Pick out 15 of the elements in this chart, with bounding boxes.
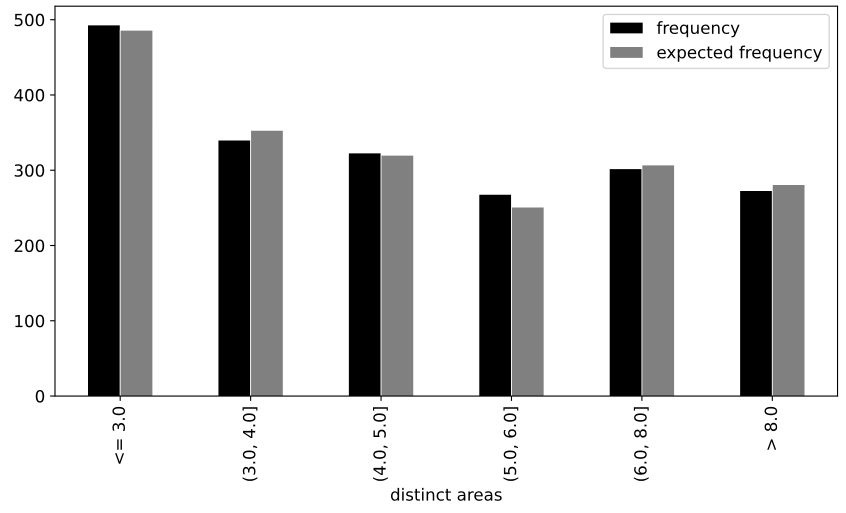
y-tick-label: 300 (14, 164, 44, 177)
y-tick-label: 500 (14, 14, 44, 26)
y-tick-label: 0 (36, 390, 44, 403)
x-axis-title: distinct areas (390, 488, 502, 501)
x-tick-label: (6.0, 8.0] (634, 407, 649, 481)
y-tick-label: 100 (15, 314, 44, 328)
x-tick-label: <= 3.0 (112, 406, 126, 464)
legend-label: expected frequency (657, 46, 822, 62)
x-tick-label: (4.0, 5.0] (372, 407, 388, 481)
x-tick-label: > 8.0 (764, 406, 778, 450)
legend-label: frequency (656, 21, 740, 38)
x-tick-label: (3.0, 4.0] (242, 407, 258, 481)
y-tick-label: 400 (14, 88, 44, 102)
x-tick-label: (5.0, 6.0] (503, 407, 518, 481)
y-tick-label: 200 (14, 239, 44, 252)
